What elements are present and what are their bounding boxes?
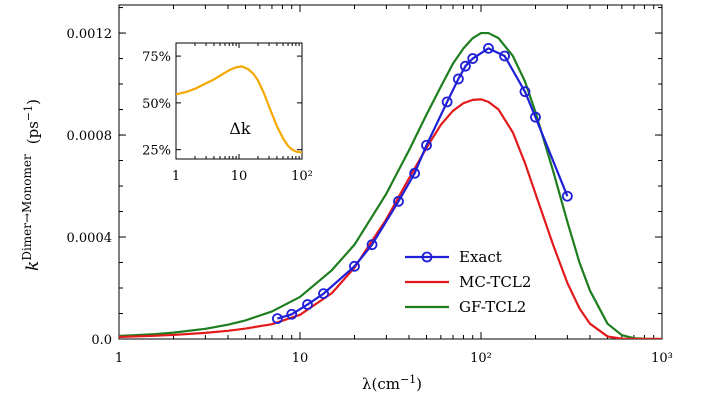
data-point-exact bbox=[286, 308, 298, 320]
inset-x-tick-label: 1 bbox=[172, 169, 180, 184]
y-tick-label: 0.0004 bbox=[67, 231, 113, 246]
legend-label-gf-tcl2: GF-TCL2 bbox=[459, 298, 526, 316]
x-tick-label: 10² bbox=[470, 351, 492, 366]
x-tick-label: 10 bbox=[292, 351, 309, 366]
y-tick-label: 0.0012 bbox=[67, 27, 113, 42]
data-point-exact bbox=[561, 190, 573, 202]
inset-frame bbox=[175, 42, 303, 160]
data-point-exact bbox=[271, 313, 283, 325]
data-point-exact bbox=[441, 96, 453, 108]
data-point-exact bbox=[530, 111, 541, 123]
legend-marker-exact bbox=[421, 251, 433, 263]
inset-x-tick-label: 10² bbox=[291, 169, 313, 184]
data-point-exact bbox=[452, 73, 464, 85]
inset-plot: 1 10 10² 25% 50% 75% Δk bbox=[142, 42, 313, 184]
data-point-exact bbox=[366, 239, 378, 251]
inset-y-tick-label: 75% bbox=[142, 50, 171, 65]
legend-label-mc-tcl2: MC-TCL2 bbox=[459, 273, 531, 291]
series-line-gf-tcl2 bbox=[119, 31, 662, 339]
data-point-exact bbox=[460, 60, 471, 72]
series-line-mc-tcl2 bbox=[119, 98, 662, 339]
data-point-exact bbox=[393, 195, 404, 207]
series-line-exact bbox=[277, 47, 569, 320]
data-point-exact bbox=[302, 299, 313, 310]
inset-x-tick-label: 10 bbox=[231, 169, 248, 184]
data-point-exact bbox=[421, 139, 432, 151]
data-point-exact bbox=[467, 53, 479, 64]
data-point-exact bbox=[519, 86, 531, 98]
data-point-exact bbox=[349, 260, 360, 272]
inset-series-line bbox=[176, 65, 302, 154]
inset-y-tick-label: 50% bbox=[142, 97, 171, 112]
y-tick-label: 0.0 bbox=[91, 333, 112, 348]
x-axis-label: λ(cm−1) bbox=[362, 373, 422, 393]
data-point-exact bbox=[499, 50, 510, 62]
y-tick-label: 0.0008 bbox=[67, 129, 113, 144]
inset-y-tick-label: 25% bbox=[142, 144, 171, 159]
x-tick-label: 1 bbox=[115, 351, 123, 366]
series-group bbox=[119, 31, 662, 339]
data-point-exact bbox=[483, 42, 494, 54]
y-axis-label: kDimer→Monomer(ps−1) bbox=[20, 99, 43, 271]
legend-label-exact: Exact bbox=[459, 248, 502, 266]
main-plot: 1 10 10² 10³ 0.0 0.0004 0.0008 0.0012 bbox=[67, 4, 673, 366]
legend: Exact MC-TCL2 GF-TCL2 bbox=[405, 248, 531, 316]
data-point-exact bbox=[318, 288, 329, 300]
x-tick-label: 10³ bbox=[651, 351, 673, 366]
plot-frame bbox=[118, 4, 663, 340]
inset-annotation: Δk bbox=[229, 119, 251, 138]
data-point-exact bbox=[409, 167, 421, 179]
